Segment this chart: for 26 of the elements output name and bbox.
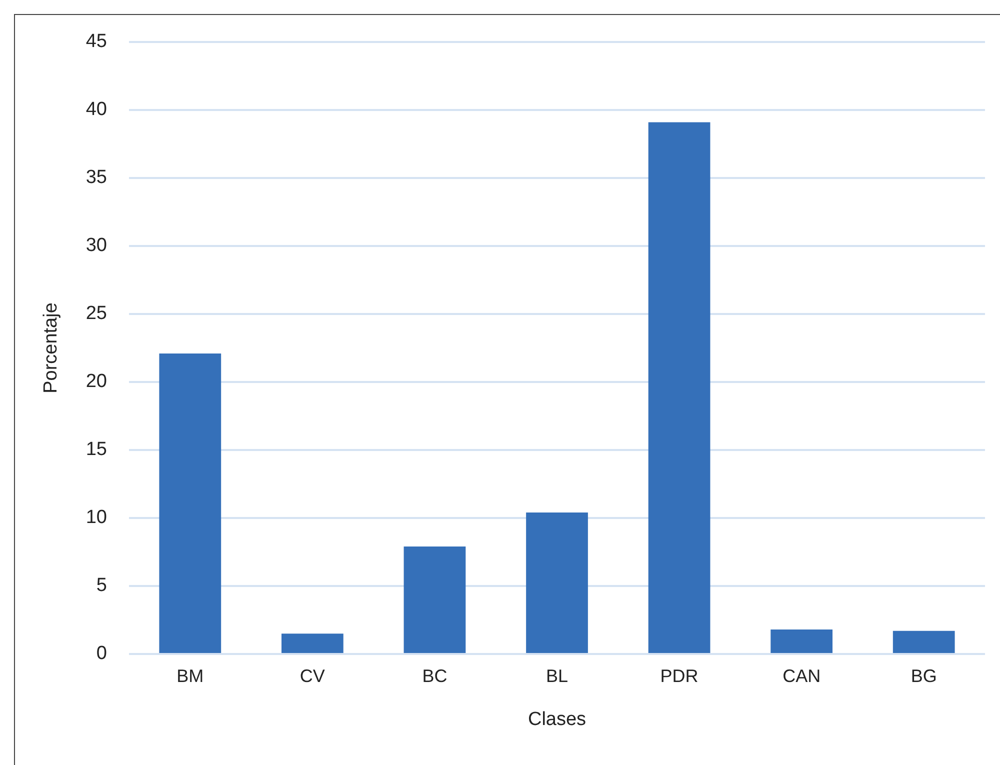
y-tick-label: 35 [86,167,107,188]
y-tick-label: 5 [96,575,107,596]
bar [281,634,344,653]
bar [159,353,222,653]
x-tick-label: CV [300,666,325,686]
bar [648,122,710,653]
y-tick-label: 15 [86,439,107,460]
x-tick-label: PDR [660,666,698,686]
bar [404,546,466,653]
y-tick-label: 30 [86,235,107,256]
y-tick-label: 0 [96,643,107,664]
y-tick-label: 10 [86,507,107,528]
x-tick-label: BC [422,666,448,686]
x-tick-label: BG [910,666,937,686]
x-tick-label: CAN [782,666,821,686]
x-axis-title: Clases [528,708,586,730]
x-tick-label: BL [546,666,568,686]
y-tick-label: 45 [86,31,107,52]
y-axis-title: Porcentaje [40,302,62,394]
x-tick-label: BM [176,666,204,686]
y-tick-label: 40 [86,99,107,120]
bar [892,630,955,653]
bar [770,630,833,653]
y-tick-label: 25 [86,303,107,324]
bar [526,512,588,653]
y-tick-label: 20 [86,371,107,392]
